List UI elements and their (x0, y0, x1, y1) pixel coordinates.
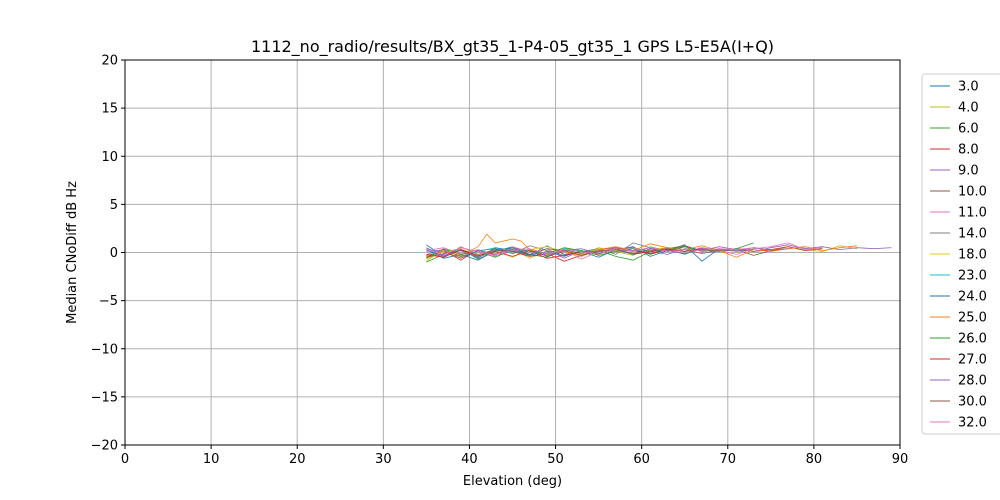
series-line-14.0 (426, 242, 754, 258)
legend-item: 32.0 (930, 416, 987, 431)
y-tick-label: −10 (91, 342, 118, 357)
series-line-25.0 (426, 233, 857, 258)
legend-label: 11.0 (958, 206, 987, 221)
legend-label: 3.0 (958, 80, 979, 95)
x-tick-label: 50 (547, 452, 564, 467)
x-tick-label: 60 (633, 452, 650, 467)
y-tick-label: 0 (110, 246, 118, 261)
legend-label: 9.0 (958, 164, 979, 179)
x-tick-label: 30 (375, 452, 392, 467)
legend-item: 3.0 (930, 80, 979, 95)
legend: 3.0 4.0 6.0 8.0 9.0 10.0 11.0 14.0 18.0 23.0 24.0 2… (921, 73, 1000, 435)
legend-item: 24.0 (930, 290, 987, 305)
legend-item: 27.0 (930, 353, 987, 368)
series-line-32.0 (426, 247, 754, 256)
y-tick-label: −20 (91, 439, 118, 454)
y-tick-label: −5 (99, 294, 118, 309)
legend-label: 8.0 (958, 143, 979, 158)
y-tick-label: 20 (101, 54, 118, 69)
y-tick-label: −15 (91, 390, 118, 405)
x-tick-label: 20 (289, 452, 306, 467)
x-tick-label: 0 (121, 452, 129, 467)
legend-item: 8.0 (930, 143, 979, 158)
x-tick-label: 90 (892, 452, 909, 467)
y-tick-label: 10 (101, 150, 118, 165)
chart-title: 1112_no_radio/results/BX_gt35_1-P4-05_gt… (251, 37, 774, 57)
legend-item: 23.0 (930, 269, 987, 284)
legend-item: 28.0 (930, 374, 987, 389)
legend-label: 23.0 (958, 269, 987, 284)
x-tick-label: 70 (720, 452, 737, 467)
legend-label: 14.0 (958, 227, 987, 242)
legend-item: 25.0 (930, 311, 987, 326)
legend-label: 6.0 (958, 122, 979, 137)
legend-item: 9.0 (930, 164, 979, 179)
series-line-30.0 (426, 248, 720, 258)
y-axis: −20 −15 −10 −5 0 5 10 15 20 (91, 54, 125, 454)
legend-label: 26.0 (958, 332, 987, 347)
series-layer (426, 233, 892, 263)
legend-label: 30.0 (958, 395, 987, 410)
x-axis: 0 10 20 30 40 50 60 70 80 90 (121, 445, 908, 467)
legend-label: 4.0 (958, 101, 979, 116)
y-tick-label: 15 (101, 102, 118, 117)
legend-item: 6.0 (930, 122, 979, 137)
legend-label: 18.0 (958, 248, 987, 263)
legend-item: 14.0 (930, 227, 987, 242)
legend-item: 26.0 (930, 332, 987, 347)
x-axis-label: Elevation (deg) (463, 474, 562, 489)
legend-box (921, 73, 1000, 435)
legend-label: 32.0 (958, 416, 987, 431)
legend-item: 11.0 (930, 206, 987, 221)
y-tick-label: 5 (110, 198, 118, 213)
x-tick-label: 10 (203, 452, 220, 467)
series-line-27.0 (426, 248, 702, 259)
legend-label: 24.0 (958, 290, 987, 305)
legend-item: 18.0 (930, 248, 987, 263)
legend-item: 10.0 (930, 185, 987, 200)
y-axis-label: Median CNoDiff dB Hz (65, 181, 80, 324)
x-tick-label: 40 (461, 452, 478, 467)
legend-item: 4.0 (930, 101, 979, 116)
legend-label: 28.0 (958, 374, 987, 389)
legend-item: 30.0 (930, 395, 987, 410)
legend-label: 27.0 (958, 353, 987, 368)
legend-label: 25.0 (958, 311, 987, 326)
x-tick-label: 80 (806, 452, 823, 467)
legend-label: 10.0 (958, 185, 987, 200)
